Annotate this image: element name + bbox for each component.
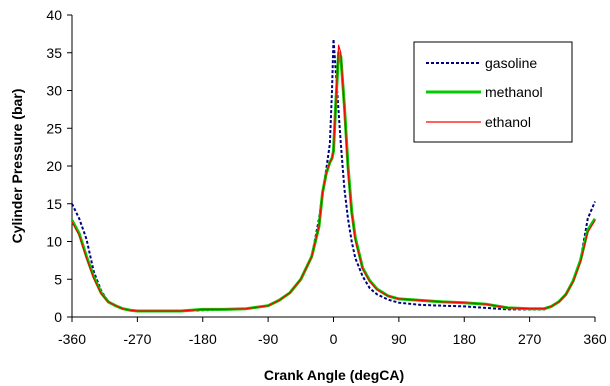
x-axis-title: Crank Angle (degCA) bbox=[264, 367, 404, 383]
x-tick-label: -360 bbox=[58, 331, 86, 347]
y-tick-label: 20 bbox=[46, 158, 62, 174]
legend-label-gasoline: gasoline bbox=[485, 55, 537, 71]
y-tick-label: 10 bbox=[46, 234, 62, 250]
tick-labels: -360 -270 -180 -90 0 90 180 270 360 0 5 10 15 20 25 30 3… bbox=[46, 7, 606, 347]
x-tick-label: 0 bbox=[330, 331, 338, 347]
x-tick-label: 270 bbox=[518, 331, 542, 347]
y-axis-title: Cylinder Pressure (bar) bbox=[9, 89, 25, 244]
y-tick-label: 5 bbox=[54, 271, 62, 287]
y-tick-label: 40 bbox=[46, 7, 62, 23]
y-tick-label: 25 bbox=[46, 120, 62, 136]
legend-label-ethanol: ethanol bbox=[485, 114, 531, 130]
x-tick-label: -90 bbox=[258, 331, 278, 347]
y-tick-label: 0 bbox=[54, 309, 62, 325]
legend-label-methanol: methanol bbox=[485, 84, 543, 100]
legend: gasoline methanol ethanol bbox=[413, 41, 573, 143]
series-lines bbox=[70, 38, 597, 313]
x-tick-label: -180 bbox=[189, 331, 217, 347]
x-tick-label: 90 bbox=[391, 331, 407, 347]
series-line-ethanol bbox=[71, 44, 596, 312]
x-tick-label: -270 bbox=[123, 331, 151, 347]
x-tick-label: 360 bbox=[583, 331, 607, 347]
y-tick-label: 15 bbox=[46, 196, 62, 212]
y-tick-label: 30 bbox=[46, 83, 62, 99]
tick-marks bbox=[67, 14, 596, 322]
x-tick-label: 180 bbox=[453, 331, 477, 347]
y-tick-label: 35 bbox=[46, 45, 62, 61]
